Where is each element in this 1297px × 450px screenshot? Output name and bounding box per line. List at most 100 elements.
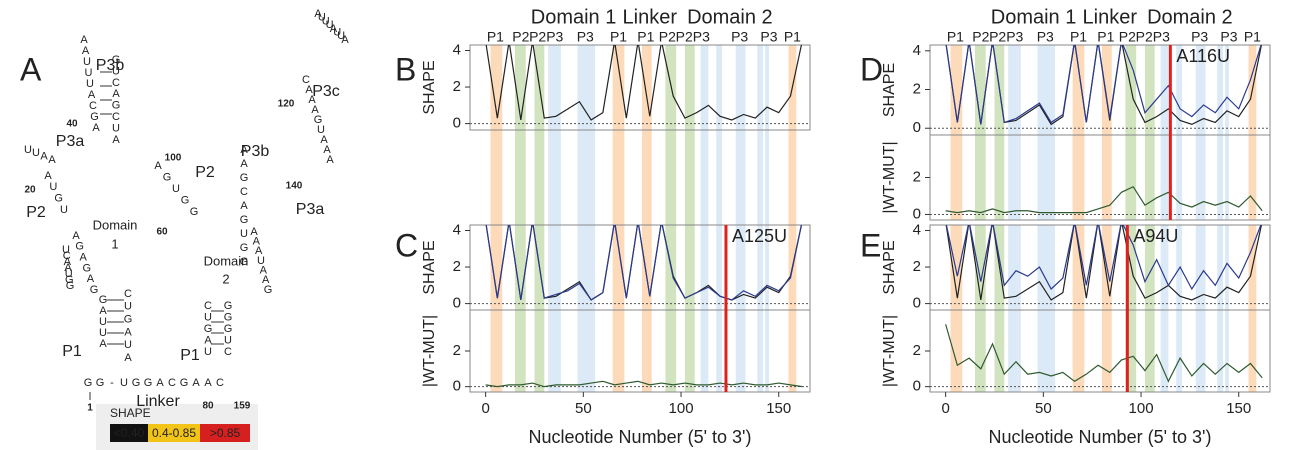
nucleotide: A	[314, 8, 322, 20]
helix-band	[757, 225, 764, 392]
helix-band	[735, 225, 746, 392]
helix-label: P1	[784, 29, 801, 45]
y-tick-label: 2	[453, 342, 461, 359]
legend-swatch	[110, 424, 148, 442]
nucleotide: C	[63, 250, 71, 262]
nucleotide: A	[260, 265, 268, 277]
nucleotide: U	[86, 78, 94, 90]
helix-band	[1144, 45, 1155, 220]
domain-label: Domain 1	[991, 6, 1077, 28]
y-tick-label: 2	[913, 80, 921, 97]
helix-label: P3	[760, 29, 777, 45]
shape-trace	[945, 324, 1263, 383]
x-tick-label: 0	[941, 400, 949, 417]
nucleotide: C	[112, 77, 120, 89]
helix-band	[577, 225, 596, 392]
x-tick-label: 150	[766, 400, 791, 417]
y-tick-label: 4	[453, 41, 461, 58]
nucleotide: U	[172, 183, 180, 195]
nucleotide: A	[255, 245, 263, 257]
nucleotide: G	[124, 314, 133, 326]
panel-label: B	[395, 51, 416, 87]
helix-band	[994, 225, 1005, 392]
base-pairs	[89, 71, 224, 400]
panel-label: A	[20, 51, 42, 87]
y-axis-label: |WT-MUT|	[881, 141, 898, 213]
shape-trace	[945, 45, 1262, 125]
nucleotide: G	[240, 242, 249, 254]
helix-band	[1101, 225, 1112, 392]
x-tick-label: 50	[575, 400, 592, 417]
shape-trace	[485, 45, 803, 121]
y-tick-label: 4	[453, 221, 461, 238]
helix-band	[1037, 45, 1056, 220]
nucleotide: A	[87, 273, 95, 285]
legend-title: SHAPE	[110, 406, 151, 420]
nucleotide: -	[110, 377, 114, 389]
nucleotide: U	[333, 26, 341, 38]
nucleotide: C	[216, 377, 224, 389]
y-axis-label: |WT-MUT|	[881, 315, 898, 387]
nucleotide: U	[112, 65, 120, 77]
helix-label: P3	[577, 29, 594, 45]
residue-number: 60	[156, 227, 168, 238]
nucleotide: G	[224, 311, 233, 323]
y-axis-label: SHAPE	[881, 240, 898, 294]
series-group	[485, 380, 803, 388]
nucleotide: A	[330, 23, 338, 35]
helix-band	[1248, 225, 1257, 392]
y-tick-label: 0	[913, 205, 921, 222]
helix-band	[1072, 225, 1085, 392]
domain-label: Domain 1	[531, 6, 617, 28]
helix-band	[1008, 225, 1021, 392]
helix-label: P3	[1037, 29, 1054, 45]
helix-label: P2P3	[1136, 29, 1170, 45]
nucleotide: C	[224, 346, 232, 358]
helix-label: P2P3	[989, 29, 1023, 45]
y-axis-label: SHAPE	[421, 60, 438, 114]
x-tick-label: 0	[481, 400, 489, 417]
helix-band	[514, 225, 526, 392]
nucleotide: A	[240, 200, 248, 212]
panel-label: E	[860, 227, 881, 263]
nucleotide: U	[322, 15, 330, 27]
helix-band	[1160, 45, 1169, 220]
nucleotide: G	[65, 274, 74, 286]
helix-band	[534, 225, 545, 392]
nucleotide: G	[144, 377, 153, 389]
nucleotide: A	[124, 352, 132, 364]
nucleotide: A	[48, 154, 56, 166]
helix-band	[684, 45, 695, 225]
nucleotide: G	[163, 171, 172, 183]
mutation-label: A125U	[732, 226, 787, 246]
x-tick-label: 150	[1226, 400, 1251, 417]
panel-label: C	[395, 227, 418, 263]
helix-band	[577, 45, 596, 225]
y-tick-label: 0	[453, 295, 461, 312]
nucleotide: U	[24, 144, 32, 156]
legend-swatch	[200, 424, 250, 442]
nucleotide: U	[112, 122, 120, 134]
helix-band	[950, 225, 963, 392]
nucleotide: U	[85, 67, 93, 79]
nucleotide: G	[99, 294, 108, 306]
y-tick-label: 0	[453, 378, 461, 395]
helix-band	[641, 45, 652, 225]
nucleotide: G	[190, 206, 199, 218]
residue-number: 120	[278, 99, 295, 110]
legend-swatch	[148, 424, 200, 442]
nucleotide: U	[124, 301, 132, 313]
nucleotide: A	[240, 158, 248, 170]
legend-label: 0.4-0.85	[152, 426, 196, 440]
nucleotide: G	[132, 377, 141, 389]
residue-number: 100	[165, 153, 182, 164]
y-tick-label: 2	[913, 168, 921, 185]
nucleotide: U	[204, 346, 212, 358]
x-tick-label: 100	[669, 400, 694, 417]
nucleotide: A	[72, 230, 80, 242]
nucleotide: G	[314, 114, 323, 126]
helix-band	[1195, 225, 1206, 392]
series-group	[485, 45, 803, 121]
helix-band	[641, 225, 652, 392]
